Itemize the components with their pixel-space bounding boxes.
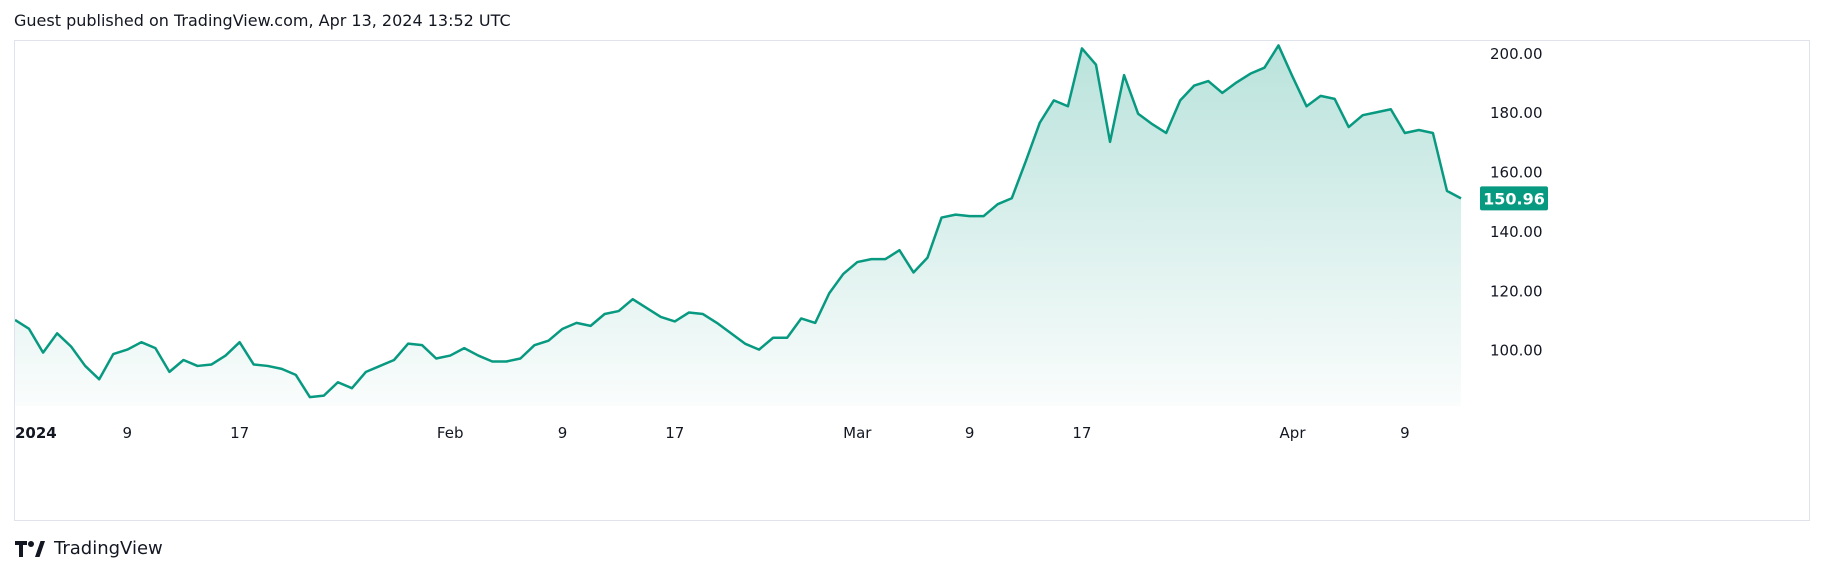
- x-axis-tick-label: 9: [558, 424, 568, 442]
- x-axis-tick-label: 17: [230, 424, 249, 442]
- price-area-fill: [15, 45, 1461, 406]
- x-axis-tick-label: Mar: [843, 424, 872, 442]
- price-chart[interactable]: 100.00 120.00 140.00 160.00 180.00 200.00 2024…: [15, 41, 1809, 520]
- publication-caption: Guest published on TradingView.com, Apr …: [14, 11, 511, 30]
- last-price-label: 150.96: [1483, 189, 1545, 208]
- y-axis-tick-label: 200.00: [1490, 45, 1543, 63]
- chart-frame: 100.00 120.00 140.00 160.00 180.00 200.00 2024…: [14, 40, 1810, 521]
- x-axis-tick-label: 9: [965, 424, 975, 442]
- footer-brand-text: TradingView: [54, 538, 163, 559]
- y-axis-tick-label: 140.00: [1490, 223, 1543, 241]
- x-axis-tick-label: 17: [1072, 424, 1091, 442]
- x-axis-tick-label: 17: [665, 424, 684, 442]
- y-axis-tick-label: 160.00: [1490, 164, 1543, 182]
- x-axis-tick-label: Apr: [1280, 424, 1307, 442]
- x-axis-tick-label: Feb: [437, 424, 464, 442]
- y-axis-tick-label: 120.00: [1490, 282, 1543, 300]
- price-line-series: [15, 44, 1462, 399]
- x-axis-tick-label: 9: [123, 424, 133, 442]
- footer-branding: TradingView: [14, 538, 163, 559]
- x-axis-tick-label: 2024: [15, 424, 57, 442]
- tradingview-logo-icon: [14, 540, 46, 558]
- x-axis-tick-label: 9: [1400, 424, 1410, 442]
- y-axis-tick-label: 180.00: [1490, 104, 1543, 122]
- last-price-badge: [1480, 186, 1548, 211]
- y-axis-tick-label: 100.00: [1490, 342, 1543, 360]
